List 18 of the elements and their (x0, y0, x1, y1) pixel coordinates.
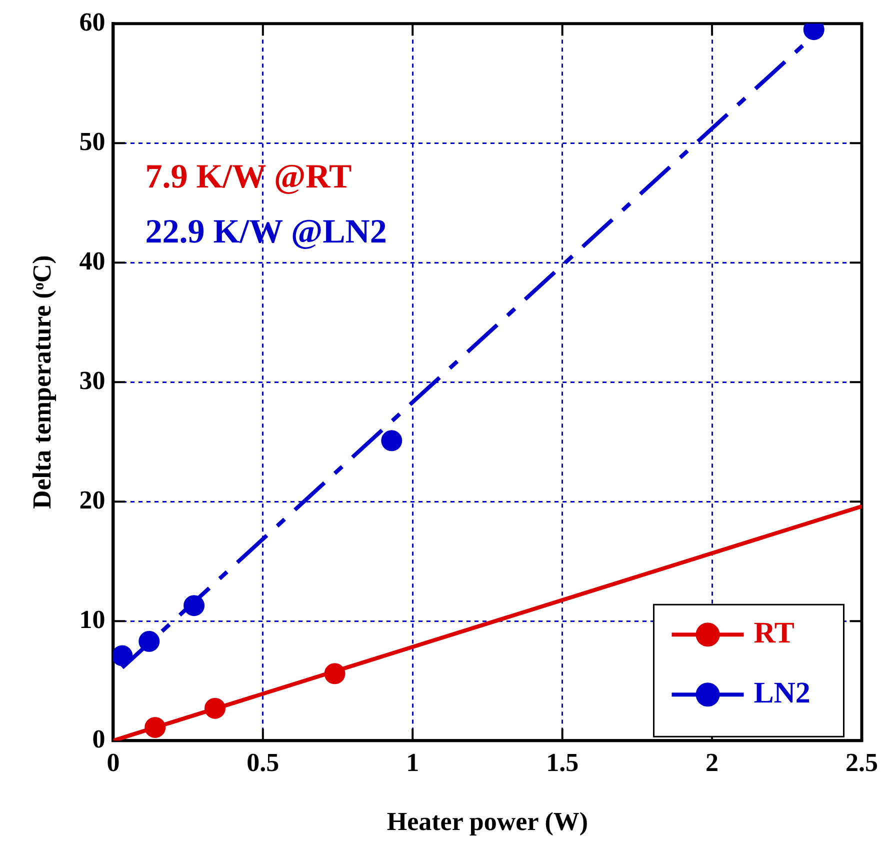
annotation: 22.9 K/W @LN2 (145, 213, 387, 250)
y-axis-title: Delta temperature (ᵒC) (27, 255, 56, 510)
x-axis-title: Heater power (W) (386, 807, 588, 836)
x-tick-label: 1.5 (546, 748, 579, 777)
y-tick-label: 60 (79, 7, 106, 36)
legend-label: LN2 (754, 676, 810, 710)
y-tick-label: 30 (79, 366, 106, 395)
y-tick-label: 0 (92, 724, 106, 754)
y-tick-label: 50 (79, 126, 106, 156)
x-tick-label: 2 (706, 748, 719, 777)
x-tick-label: 2.5 (846, 748, 878, 777)
y-tick-label: 20 (79, 485, 106, 514)
y-tick-label: 40 (79, 246, 106, 276)
x-tick-label: 0.5 (246, 748, 280, 777)
y-tick-label: 10 (79, 604, 106, 634)
x-tick-label: 1 (406, 748, 420, 777)
legend-label: RT (754, 616, 794, 650)
annotation: 7.9 K/W @RT (145, 158, 352, 196)
